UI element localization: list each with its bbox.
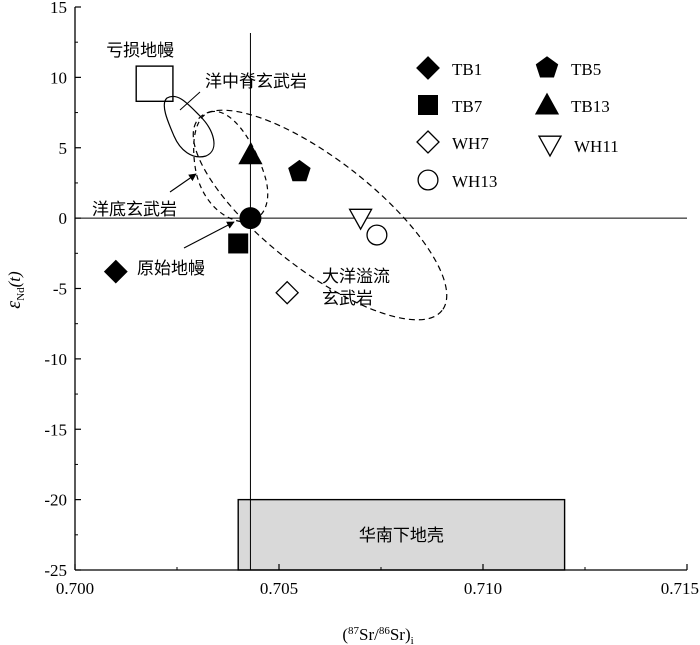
- legend-marker-tb5: [535, 56, 559, 78]
- legend: TB1 TB5 TB7 TB13 WH7 WH11 WH13: [416, 56, 619, 191]
- depleted-mantle-label: 亏损地幔: [106, 41, 174, 61]
- primitive-mantle-point: [239, 207, 262, 230]
- legend-label-wh7: WH7: [452, 134, 489, 153]
- x-axis-title-mid1: Sr/: [359, 625, 379, 644]
- primitive-mantle-arrow: [183, 221, 235, 249]
- x-axis-title-sub: i: [411, 635, 414, 645]
- legend-marker-wh11: [537, 135, 563, 158]
- legend-marker-tb13: [534, 92, 560, 115]
- flood-basalt-label-line2: 玄武岩: [322, 289, 373, 309]
- morb-field: [163, 95, 215, 158]
- x-tick-label: 0.700: [56, 579, 94, 598]
- oib-label: 洋底玄武岩: [92, 200, 177, 220]
- y-axis-title-tail: (t): [5, 271, 24, 287]
- legend-marker-wh13: [417, 169, 439, 191]
- legend-marker-tb7: [417, 95, 438, 116]
- x-tick-label: 0.710: [464, 579, 502, 598]
- primitive-mantle-label: 原始地幔: [137, 259, 205, 279]
- x-axis-title-open: (: [342, 625, 348, 644]
- oib-arrow: [169, 173, 197, 193]
- y-tick-label: 0: [59, 209, 68, 228]
- legend-marker-wh7: [416, 130, 440, 154]
- y-tick-label: -5: [53, 280, 67, 299]
- depleted-mantle-box: [135, 65, 174, 103]
- data-point-tb13: [238, 142, 263, 165]
- morb-leader: [179, 91, 201, 111]
- lower-crust-label: 华南下地壳: [359, 526, 444, 546]
- morb-label: 洋中脊玄武岩: [205, 72, 307, 92]
- data-point-tb7: [228, 233, 249, 254]
- y-tick-label: 15: [50, 0, 67, 17]
- data-point-tb1: [103, 259, 128, 284]
- data-point-wh13: [366, 224, 388, 246]
- y-tick-label: 5: [59, 139, 68, 158]
- legend-label-tb1: TB1: [452, 60, 482, 79]
- x-axis-title-sup2: 86: [379, 625, 391, 637]
- flood-basalt-label-line1: 大洋溢流: [322, 267, 390, 287]
- legend-label-tb5: TB5: [571, 60, 601, 79]
- x-tick-label: 0.715: [661, 579, 699, 598]
- legend-label-tb13: TB13: [571, 97, 610, 116]
- legend-label-wh11: WH11: [574, 137, 619, 156]
- data-point-wh7: [275, 280, 300, 305]
- y-axis-title-sub: Nd: [15, 287, 27, 301]
- x-axis-title-mid2: Sr): [390, 625, 411, 644]
- data-point-tb5: [288, 159, 311, 182]
- x-tick-label: 0.705: [260, 579, 298, 598]
- reference-lines: [75, 33, 687, 570]
- legend-marker-tb1: [416, 56, 440, 80]
- y-tick-label: -10: [44, 350, 67, 369]
- y-tick-label: 10: [50, 68, 67, 87]
- y-axis-title-main: ε: [3, 301, 25, 309]
- axes: 15 10 5 0 -5 -10 -15 -20 -250.700 0.705 0.710 0.715: [44, 0, 699, 598]
- x-axis-title-sup1: 87: [348, 625, 360, 637]
- y-tick-label: -15: [44, 420, 67, 439]
- y-axis-title: εNd(t): [3, 271, 27, 309]
- legend-label-tb7: TB7: [452, 97, 483, 116]
- legend-label-wh13: WH13: [452, 172, 497, 191]
- x-axis-title: (87Sr/86Sr)i: [342, 625, 413, 645]
- data-points: [103, 142, 388, 305]
- y-tick-label: -20: [44, 491, 67, 510]
- data-point-wh11: [348, 208, 373, 231]
- flood-basalt-field: [192, 109, 448, 321]
- y-tick-label: -25: [44, 561, 67, 580]
